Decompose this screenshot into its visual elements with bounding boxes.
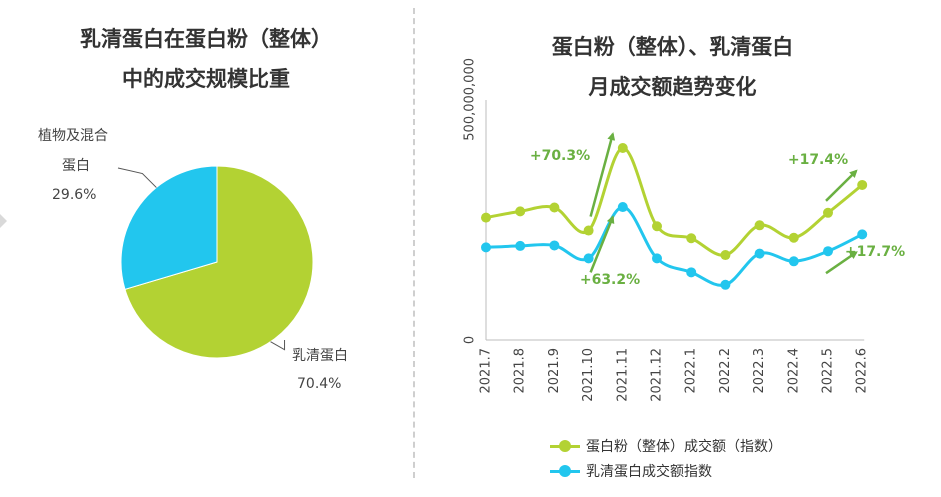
pie-title-line2: 中的成交规模比重 <box>122 67 290 91</box>
series-point-whey <box>481 242 491 253</box>
annotation-label-plus-17-7: +17.7% <box>845 244 905 260</box>
series-point-protein-total <box>754 220 765 231</box>
series-point-protein-total <box>652 221 662 232</box>
pie-label-whey-value: 70.4% <box>297 376 342 392</box>
series-line-whey <box>485 205 863 287</box>
pie-slice-plant <box>120 165 218 290</box>
pie-title-line1: 乳清蛋白在蛋白粉（整体） <box>80 27 332 51</box>
pie-chart <box>117 165 314 359</box>
y-tick-label-max: 500,000,000 <box>463 58 478 141</box>
series-point-whey <box>686 267 697 278</box>
series-point-whey <box>754 248 765 259</box>
annotation-label-plus-70-3: +70.3% <box>530 148 590 164</box>
pie-label-whey-name: 乳清蛋白 <box>292 348 348 364</box>
panel-divider <box>413 8 415 478</box>
x-tick-label: 2022.3 <box>752 348 767 394</box>
legend-swatch-cyan <box>550 464 580 477</box>
series-point-protein-total <box>549 202 560 213</box>
series-point-protein-total <box>617 143 628 153</box>
series-point-protein-total <box>720 250 731 261</box>
series-point-whey <box>857 229 868 240</box>
x-tick-label: 2022.4 <box>786 348 801 394</box>
series-point-whey <box>549 240 560 251</box>
pie-label-plant-name1: 植物及混合 <box>38 128 108 144</box>
x-tick-label: 2021.10 <box>581 348 596 402</box>
x-tick-label: 2022.2 <box>718 348 733 394</box>
pie-leader-plant <box>117 167 157 188</box>
x-tick-label: 2022.6 <box>855 348 870 394</box>
line-panel: 蛋白粉（整体）、乳清蛋白 月成交额趋势变化 <box>416 0 941 497</box>
series-point-whey <box>720 279 731 290</box>
edge-marker <box>0 214 7 228</box>
annotation-label-plus-17-4: +17.4% <box>788 152 848 168</box>
legend-item-whey: 乳清蛋白成交额指数 <box>550 460 712 482</box>
series-point-whey <box>617 202 628 213</box>
legend-swatch-green <box>550 439 580 452</box>
legend-item-protein-total: 蛋白粉（整体）成交额（指数） <box>550 435 782 457</box>
series-point-whey <box>788 256 799 267</box>
annotation-arrow-whey-may-jun <box>825 251 858 275</box>
x-tick-label: 2021.7 <box>479 348 494 394</box>
series-point-protein-total <box>857 179 868 190</box>
series-point-protein-total <box>583 225 594 236</box>
series-point-protein-total <box>686 233 697 244</box>
annotation-arrow-protein-may-jun <box>825 169 858 202</box>
annotation-arrow-whey-oct-nov <box>589 215 615 273</box>
x-tick-label: 2022.1 <box>684 348 699 394</box>
series-point-whey <box>652 253 662 264</box>
pie-slice-whey <box>124 165 314 359</box>
y-tick-label-min: 0 <box>463 336 478 344</box>
x-tick-label: 2021.12 <box>650 348 665 402</box>
series-point-whey <box>823 246 833 257</box>
series-point-protein-total <box>823 207 833 218</box>
x-tick-label: 2021.8 <box>513 348 528 394</box>
x-tick-label: 2021.11 <box>615 348 630 402</box>
series-point-protein-total <box>788 232 799 243</box>
annotation-arrow-protein-oct-nov <box>589 132 616 217</box>
line-title-line1: 蛋白粉（整体）、乳清蛋白 <box>551 35 794 59</box>
series-point-protein-total <box>515 206 526 217</box>
pie-leader-whey <box>270 340 286 351</box>
x-tick-label: 2021.9 <box>547 348 562 394</box>
series-point-whey <box>583 253 594 264</box>
pie-label-plant-name2: 蛋白 <box>62 158 90 174</box>
line-title-line2: 月成交额趋势变化 <box>588 75 757 99</box>
annotation-label-plus-63-2: +63.2% <box>580 272 640 288</box>
series-point-protein-total <box>481 212 491 223</box>
legend-label-protein-total: 蛋白粉（整体）成交额（指数） <box>586 439 782 455</box>
x-tick-label: 2022.5 <box>821 348 836 394</box>
legend-label-whey: 乳清蛋白成交额指数 <box>586 464 712 480</box>
series-point-whey <box>515 240 526 251</box>
pie-label-plant-value: 29.6% <box>52 187 97 203</box>
pie-panel: 乳清蛋白在蛋白粉（整体） 中的成交规模比重 植物及混合 蛋白 29.6% 乳清蛋… <box>0 0 412 497</box>
